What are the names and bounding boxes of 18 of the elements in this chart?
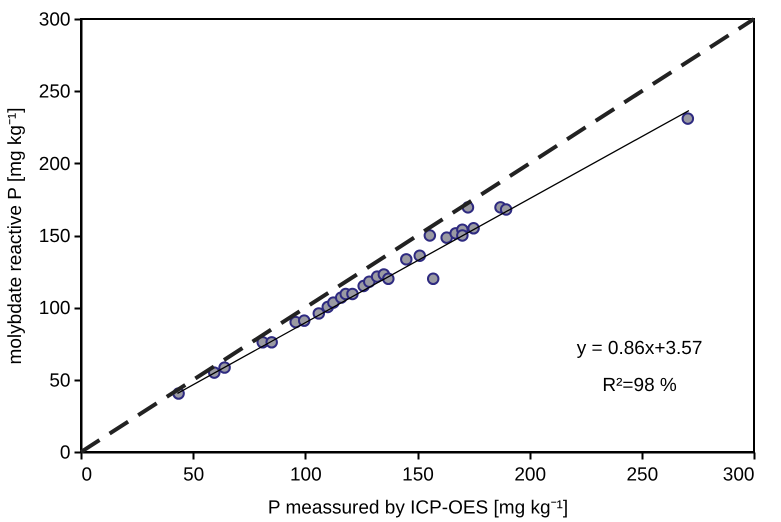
x-tick-label: 300 <box>722 464 754 486</box>
y-tick-label: 300 <box>38 10 70 30</box>
annotation: R²=98 % <box>602 374 677 396</box>
y-tick-label: 150 <box>38 226 70 247</box>
x-tick-label: 150 <box>402 464 434 486</box>
y-tick-label: 200 <box>38 154 70 175</box>
y-tick-label: 100 <box>38 298 70 320</box>
annotation: y = 0.86x+3.57 <box>576 338 702 360</box>
y-tick-label: 50 <box>49 370 70 392</box>
x-tick-label: 100 <box>290 464 322 486</box>
x-tick-label: 0 <box>82 464 92 486</box>
y-axis-title: molybdate reactive P [mg kg⁻¹] <box>4 108 26 364</box>
x-tick-label: 50 <box>183 464 204 486</box>
x-tick-label: 250 <box>626 464 658 486</box>
x-tick-label: 200 <box>514 464 546 486</box>
y-tick-label: 250 <box>38 82 70 103</box>
x-axis-title: P meassured by ICP-OES [mg kg⁻¹] <box>268 498 568 518</box>
y-tick-label: 0 <box>60 442 70 464</box>
